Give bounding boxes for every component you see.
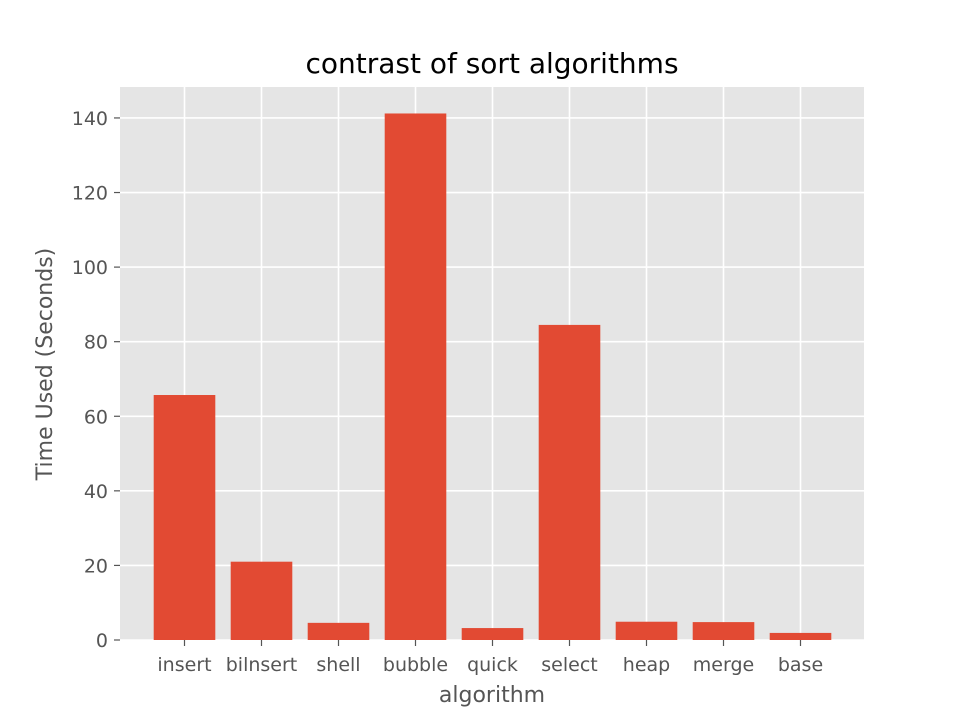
grid-lines [120, 87, 864, 641]
x-tick-label: insert [157, 654, 211, 676]
x-tick-label: select [541, 654, 597, 676]
bar-shell [307, 622, 370, 640]
y-axis-label: Time Used (Seconds) [33, 248, 58, 481]
bar-merge [692, 622, 755, 640]
bar-base [769, 632, 832, 640]
x-tick-label: base [778, 654, 823, 676]
bar-heap [615, 621, 678, 640]
bar-insert [153, 395, 216, 640]
y-axis-ticks: 0 20 40 60 80 100 120 140 [72, 108, 120, 652]
y-tick-label: 0 [96, 630, 108, 652]
x-tick-label: heap [623, 654, 670, 676]
chart-title: contrast of sort algorithms [305, 47, 678, 80]
bars [153, 113, 832, 640]
y-tick-label: 40 [84, 481, 108, 503]
x-axis-label: algorithm [439, 683, 545, 708]
y-tick-label: 80 [84, 332, 108, 354]
bar-bubble [384, 113, 447, 640]
x-tick-label: merge [693, 654, 754, 676]
x-axis-ticks: insert bilnsert shell bubble quick select heap… [157, 640, 823, 676]
y-tick-label: 140 [72, 108, 108, 130]
x-tick-label: shell [316, 654, 360, 676]
bar-select [538, 324, 601, 640]
bar-bilnsert [230, 561, 293, 640]
bar-quick [461, 628, 524, 640]
x-tick-label: quick [467, 654, 518, 676]
y-tick-label: 60 [84, 406, 108, 428]
y-tick-label: 120 [72, 183, 108, 205]
x-tick-label: bilnsert [226, 654, 298, 676]
x-tick-label: bubble [383, 654, 448, 676]
y-tick-label: 100 [72, 257, 108, 279]
y-tick-label: 20 [84, 555, 108, 577]
